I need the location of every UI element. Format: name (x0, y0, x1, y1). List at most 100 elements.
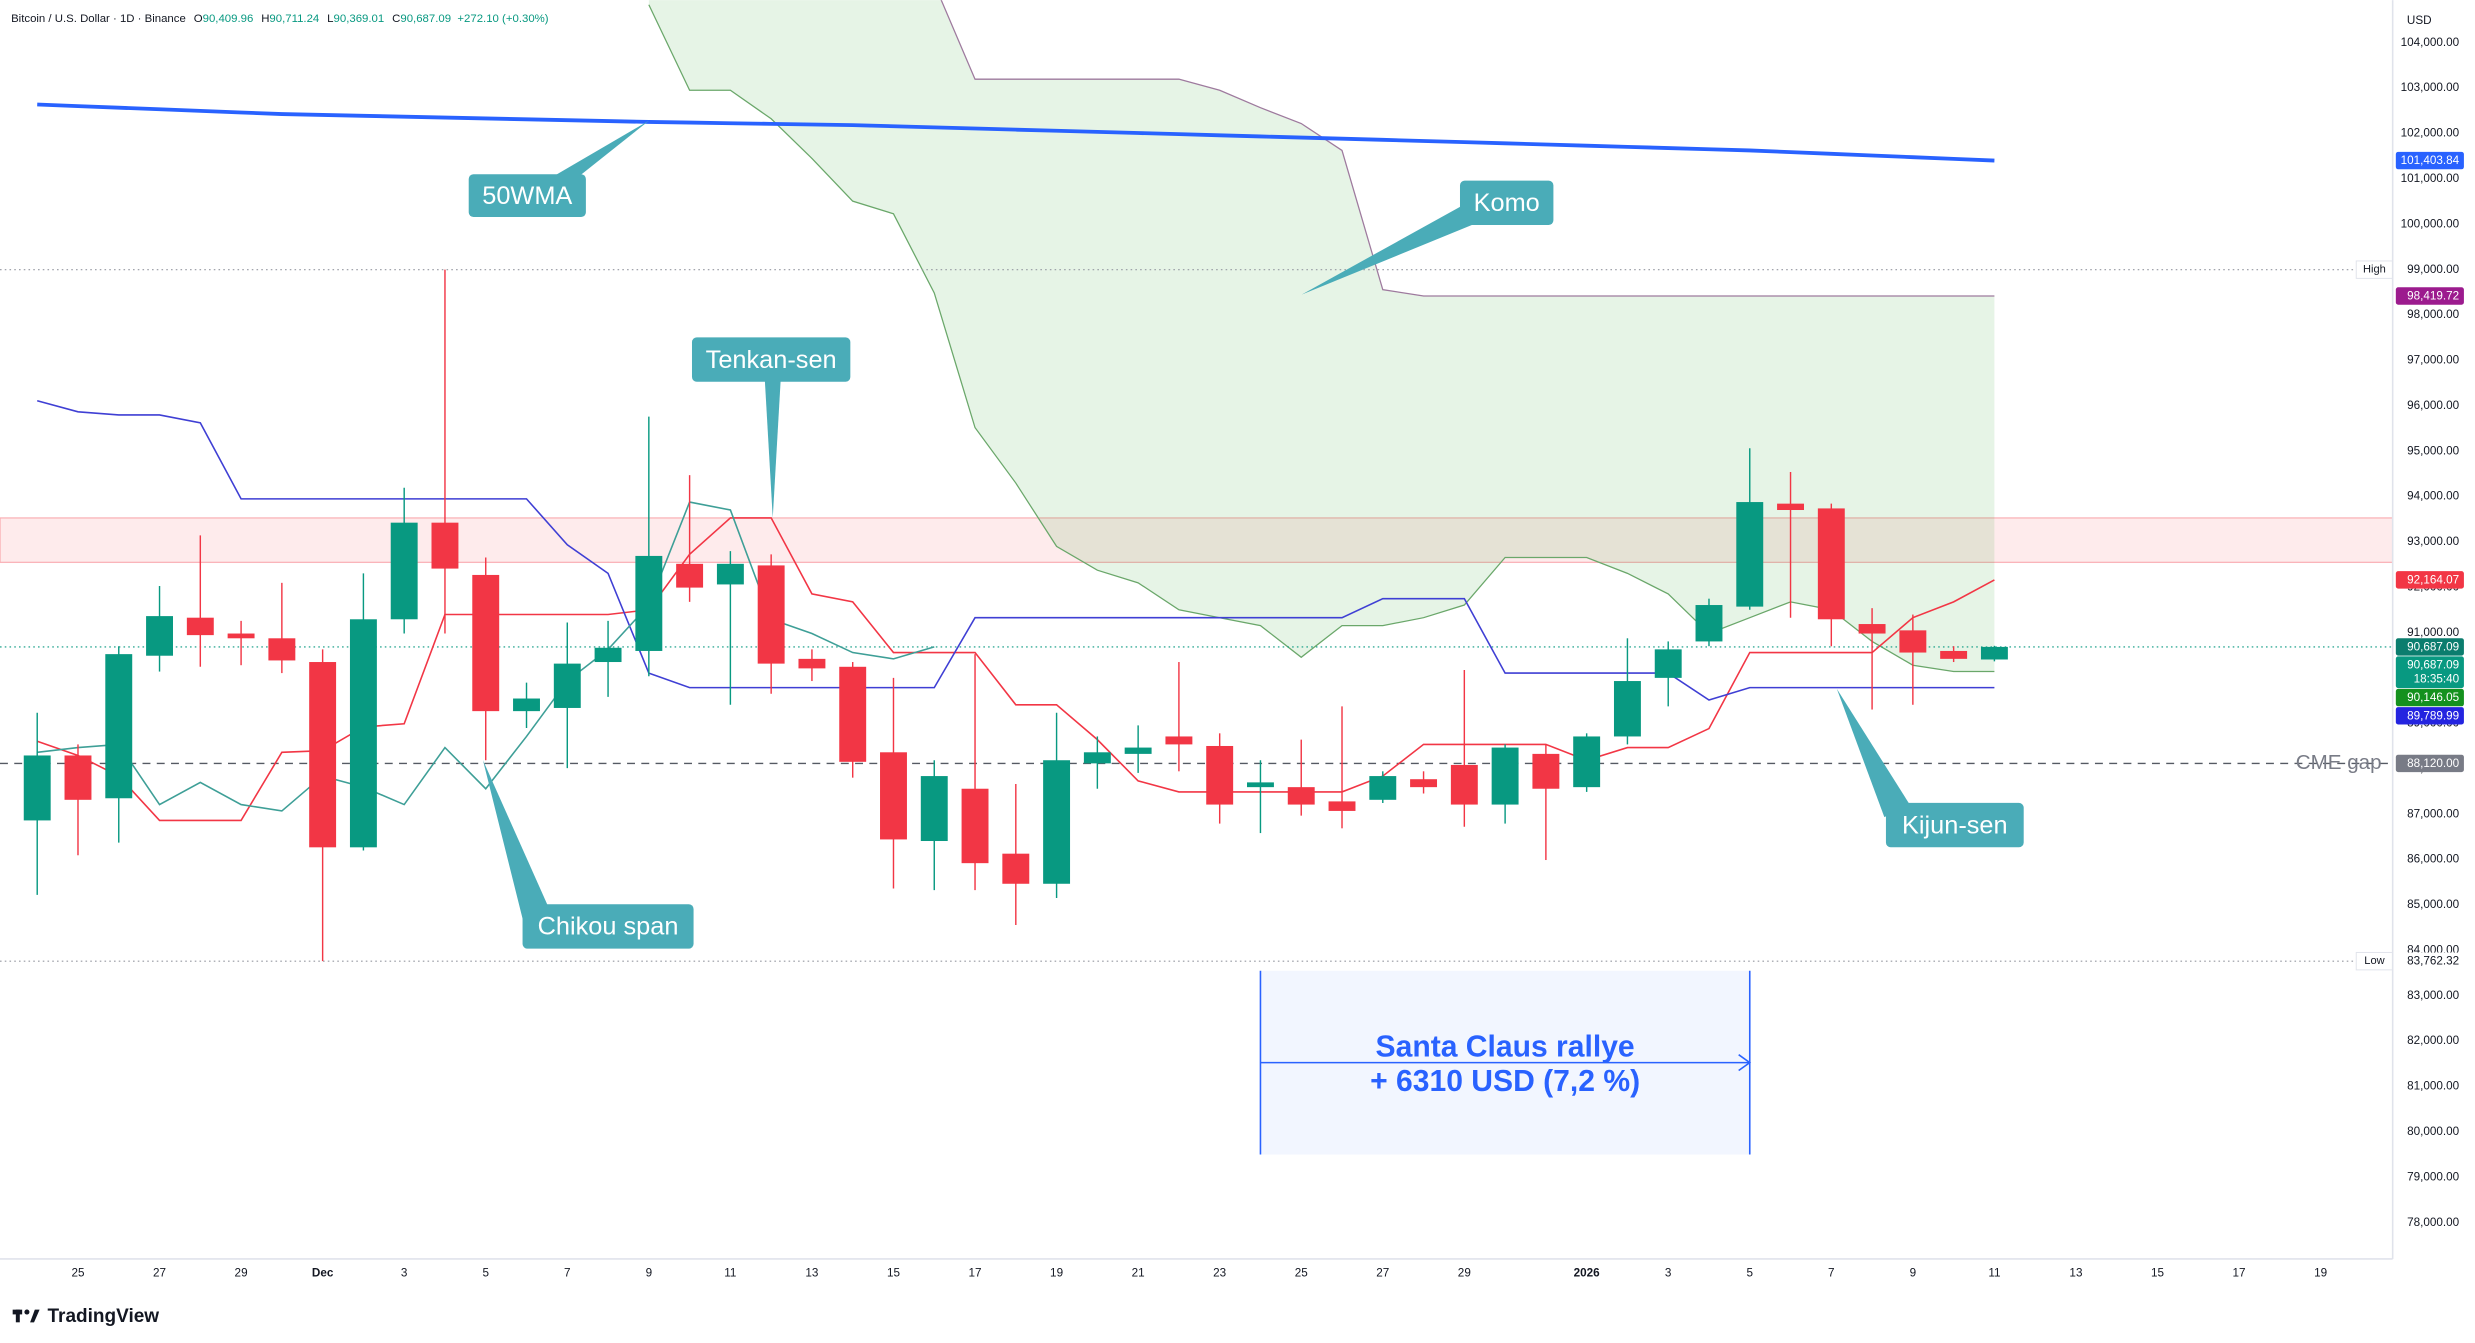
y-tick-label: 82,000.00 (2407, 1034, 2460, 1047)
price-tag (2395, 571, 2464, 589)
candle-body (1206, 745, 1234, 805)
candle-body (1450, 764, 1478, 805)
x-tick-label: 29 (235, 1266, 248, 1279)
level-title: Low (2364, 955, 2385, 967)
candle-body (1328, 801, 1356, 811)
x-tick-label: 27 (1376, 1266, 1389, 1279)
candle-body (716, 563, 744, 585)
y-tick-label: 78,000.00 (2407, 1216, 2460, 1229)
price-tag-label: 90,687.09 (2407, 659, 2459, 672)
callout-box (1459, 180, 1554, 225)
indicator-line (37, 102, 1995, 163)
change: +272.10 (+0.30%) (457, 13, 548, 25)
candle-body (64, 755, 92, 800)
candle-body (1613, 681, 1641, 737)
candle-body (1817, 508, 1845, 620)
y-tick-label: 98,000.00 (2407, 308, 2460, 321)
indicator-line (37, 501, 935, 812)
candle-body (309, 662, 337, 848)
level-title: High (2363, 264, 2386, 276)
x-tick-label: 27 (153, 1266, 166, 1279)
price-tag-label: 90,687.09 (2407, 640, 2459, 653)
ohlc-key: O (194, 13, 203, 25)
brand: TradingView (48, 1306, 160, 1327)
x-tick-label: 11 (724, 1266, 736, 1279)
price-tag (2395, 260, 2464, 279)
price-tag (2395, 952, 2464, 970)
y-tick-label: 87,000.00 (2407, 807, 2460, 820)
price-tag (2395, 151, 2464, 170)
cloud-span-a (648, 4, 1995, 673)
price-tag-label: 101,403.84 (2401, 154, 2460, 167)
x-tick-label: 15 (887, 1266, 901, 1279)
price-tag-label: 99,000.00 (2407, 263, 2460, 276)
candle-body (1573, 736, 1601, 788)
candle-body (1695, 605, 1723, 642)
callout-pointer (1836, 688, 1910, 818)
price-tag-label: 90,146.05 (2407, 691, 2460, 704)
x-tick-label: 3 (1665, 1266, 1672, 1279)
callout-pointer (1301, 205, 1476, 295)
x-tick-label: 17 (969, 1266, 982, 1279)
y-tick-label: 94,000.00 (2407, 490, 2460, 503)
candle-body (880, 752, 907, 840)
price-tag-label: 83,762.32 (2407, 955, 2459, 968)
candle-body (1532, 753, 1560, 789)
y-tick-label: 97,000.00 (2407, 354, 2460, 367)
y-tick-label: 96,000.00 (2407, 399, 2460, 412)
x-tick-label: 3 (401, 1266, 408, 1279)
ohlc-value: 90,369.01 (334, 13, 385, 25)
plot-area (0, 0, 2393, 962)
y-tick-label: 101,000.00 (2401, 172, 2460, 185)
candle-body (1899, 630, 1927, 653)
y-tick-label: 95,000.00 (2407, 444, 2460, 457)
ohlc-value: 90,711.24 (269, 13, 319, 25)
y-tick-label: 86,000.00 (2407, 853, 2460, 866)
candle-body (1491, 747, 1519, 805)
callout-label: Tenkan-sen (706, 346, 837, 374)
price-tag-countdown: 18:35:40 (2414, 672, 2460, 685)
y-tick-label: 103,000.00 (2401, 81, 2460, 94)
candle-body (839, 666, 867, 762)
rally-title: Santa Claus rallye (1376, 1030, 1635, 1063)
candle-body (676, 563, 704, 588)
price-tag (2395, 754, 2464, 773)
price-tag-label: 88,120.00 (2407, 757, 2460, 770)
symbol: Bitcoin / U.S. Dollar · 1D · Binance (11, 13, 186, 25)
ohlc-key: C (392, 13, 400, 25)
x-tick-label: 7 (564, 1266, 571, 1279)
price-tag-label: 98,419.72 (2407, 290, 2459, 303)
candle-body (1002, 853, 1030, 884)
candle-body (390, 522, 418, 620)
y-tick-label: 93,000.00 (2407, 535, 2460, 548)
candle-body (1654, 649, 1682, 678)
axis: 78,000.00 79,000.00 80,000.00 81,000.00 82,0… (71, 36, 2464, 1279)
y-tick-label: 80,000.00 (2407, 1125, 2460, 1138)
callout-label: 50WMA (482, 182, 572, 210)
y-tick-label: 85,000.00 (2407, 898, 2460, 911)
price-tag (2395, 287, 2464, 305)
callout-label: Kijun-sen (1902, 811, 2008, 839)
rally-arrowhead (1738, 1054, 1752, 1072)
callout-box (691, 337, 851, 382)
candle-body (635, 555, 663, 651)
cloud-fill (648, 0, 1995, 672)
candle-body (349, 619, 377, 848)
ohlc-value: 90,687.09 (400, 13, 451, 25)
candle-body (105, 654, 133, 799)
x-tick-label: 13 (805, 1266, 818, 1279)
x-tick-label: 9 (646, 1266, 653, 1279)
candle-body (1410, 779, 1438, 788)
candle-body (268, 638, 296, 661)
candle-body (1287, 787, 1315, 805)
x-tick-label: 9 (1910, 1266, 1917, 1279)
x-tick-label: 19 (2314, 1266, 2327, 1279)
y-tick-label: 79,000.00 (2407, 1170, 2460, 1183)
callout-box (468, 174, 586, 218)
candle-body (227, 633, 255, 639)
x-tick-label: 7 (1828, 1266, 1835, 1279)
x-tick-label: 15 (2151, 1266, 2165, 1279)
currency: USD (2407, 14, 2432, 27)
y-tick-label: 102,000.00 (2401, 127, 2460, 140)
